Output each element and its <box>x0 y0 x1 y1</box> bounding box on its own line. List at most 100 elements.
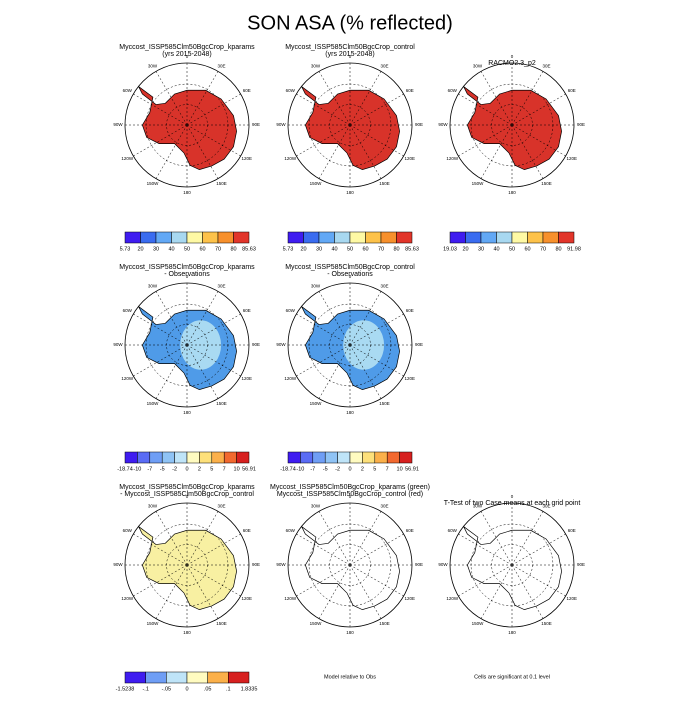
longitude-label: 120W <box>446 156 459 161</box>
colorbar-box <box>211 451 225 464</box>
longitude-label: 120W <box>121 156 134 161</box>
longitude-label: 120W <box>121 376 134 381</box>
longitude-label: 120W <box>284 376 297 381</box>
colorbar-box <box>287 451 301 464</box>
colorbar-label: 5.73 <box>120 246 131 252</box>
longitude-label: 120E <box>404 376 415 381</box>
panel-title: (yrs 2015-2048) <box>162 51 211 58</box>
antarctica <box>463 526 562 611</box>
longitude-label: 60E <box>406 308 414 313</box>
colorbar-box <box>223 451 237 464</box>
colorbar-label: -5 <box>323 466 328 472</box>
figure-title: SON ASA (% reflected) <box>247 12 453 34</box>
colorbar-box <box>362 451 376 464</box>
longitude-label: 150W <box>310 401 323 406</box>
colorbar-label: -5 <box>160 466 165 472</box>
colorbar-label: 40 <box>331 246 337 252</box>
colorbar-label: 56.91 <box>405 466 419 472</box>
colorbar-label: 60 <box>362 246 368 252</box>
longitude-label: 90E <box>577 562 585 567</box>
longitude-label: 90W <box>438 122 448 127</box>
longitude-label: 60W <box>448 528 458 533</box>
colorbar-label: 56.91 <box>242 466 256 472</box>
longitude-label: 150W <box>147 401 160 406</box>
colorbar-box <box>312 451 326 464</box>
colorbar-label: 30 <box>478 246 484 252</box>
longitude-label: 180 <box>183 190 191 195</box>
longitude-label: 90W <box>113 122 123 127</box>
colorbar-box <box>511 231 528 244</box>
map-border <box>287 282 413 408</box>
longitude-label: 0 <box>186 274 189 279</box>
longitude-label: 180 <box>183 630 191 635</box>
colorbar-label: -2 <box>172 466 177 472</box>
longitude-label: 30E <box>217 283 225 288</box>
colorbar-label: 0 <box>185 466 188 472</box>
longitude-label: 0 <box>511 54 514 59</box>
colorbar-box <box>349 231 366 244</box>
colorbar-box <box>324 451 338 464</box>
colorbar-label: 19.03 <box>443 246 457 252</box>
colorbar-box <box>396 231 413 244</box>
longitude-label: 60W <box>448 88 458 93</box>
map-border <box>124 282 250 408</box>
longitude-label: 120E <box>241 156 252 161</box>
longitude-label: 120E <box>566 156 577 161</box>
colorbar-box <box>386 451 400 464</box>
colorbar-label: 5 <box>373 466 376 472</box>
colorbar-box <box>300 451 314 464</box>
colorbar-box <box>527 231 544 244</box>
longitude-label: 90W <box>276 562 286 567</box>
longitude-label: 120W <box>284 596 297 601</box>
colorbar-label: 70 <box>540 246 546 252</box>
longitude-label: 90E <box>252 562 260 567</box>
longitude-label: 60E <box>568 528 576 533</box>
antarctica <box>138 526 237 611</box>
antarctica <box>138 86 237 171</box>
colorbar-label: 70 <box>215 246 221 252</box>
longitude-label: 30E <box>542 63 550 68</box>
colorbar-box <box>228 671 250 684</box>
longitude-label: 30E <box>380 503 388 508</box>
colorbar-label: 5.73 <box>283 246 294 252</box>
longitude-label: 90E <box>415 342 423 347</box>
colorbar-box <box>365 231 382 244</box>
colorbar-label: 80 <box>230 246 236 252</box>
colorbar-box <box>199 451 213 464</box>
colorbar-label: 30 <box>316 246 322 252</box>
map-border <box>449 62 575 188</box>
colorbar-box <box>337 451 351 464</box>
colorbar-label: 2 <box>198 466 201 472</box>
colorbar-box <box>287 231 304 244</box>
longitude-label: 120E <box>241 596 252 601</box>
colorbar-box <box>449 231 466 244</box>
longitude-label: 30E <box>217 63 225 68</box>
colorbar-label: 85.63 <box>242 246 256 252</box>
longitude-label: 90E <box>415 122 423 127</box>
colorbar-box <box>124 231 141 244</box>
colorbar-box <box>465 231 482 244</box>
longitude-label: 30E <box>217 503 225 508</box>
longitude-label: 30E <box>380 63 388 68</box>
colorbar-box <box>186 451 200 464</box>
longitude-label: 30W <box>311 283 321 288</box>
panel-title: - Observations <box>327 271 373 278</box>
colorbar-box <box>303 231 320 244</box>
colorbar-box <box>124 671 146 684</box>
antarctica <box>301 526 400 611</box>
longitude-label: 0 <box>511 494 514 499</box>
longitude-label: 150E <box>541 621 552 626</box>
colorbar-label: -.1 <box>142 686 148 692</box>
longitude-label: 60W <box>123 308 133 313</box>
longitude-label: 150E <box>379 181 390 186</box>
colorbar-box <box>233 231 250 244</box>
colorbar-label: -.05 <box>162 686 171 692</box>
colorbar-box <box>174 451 188 464</box>
colorbar-label: 60 <box>199 246 205 252</box>
colorbar-label: -18.74 <box>280 466 296 472</box>
colorbar-label: -18.74 <box>117 466 133 472</box>
map-border <box>124 62 250 188</box>
longitude-label: 150E <box>379 621 390 626</box>
longitude-label: 30W <box>148 503 158 508</box>
